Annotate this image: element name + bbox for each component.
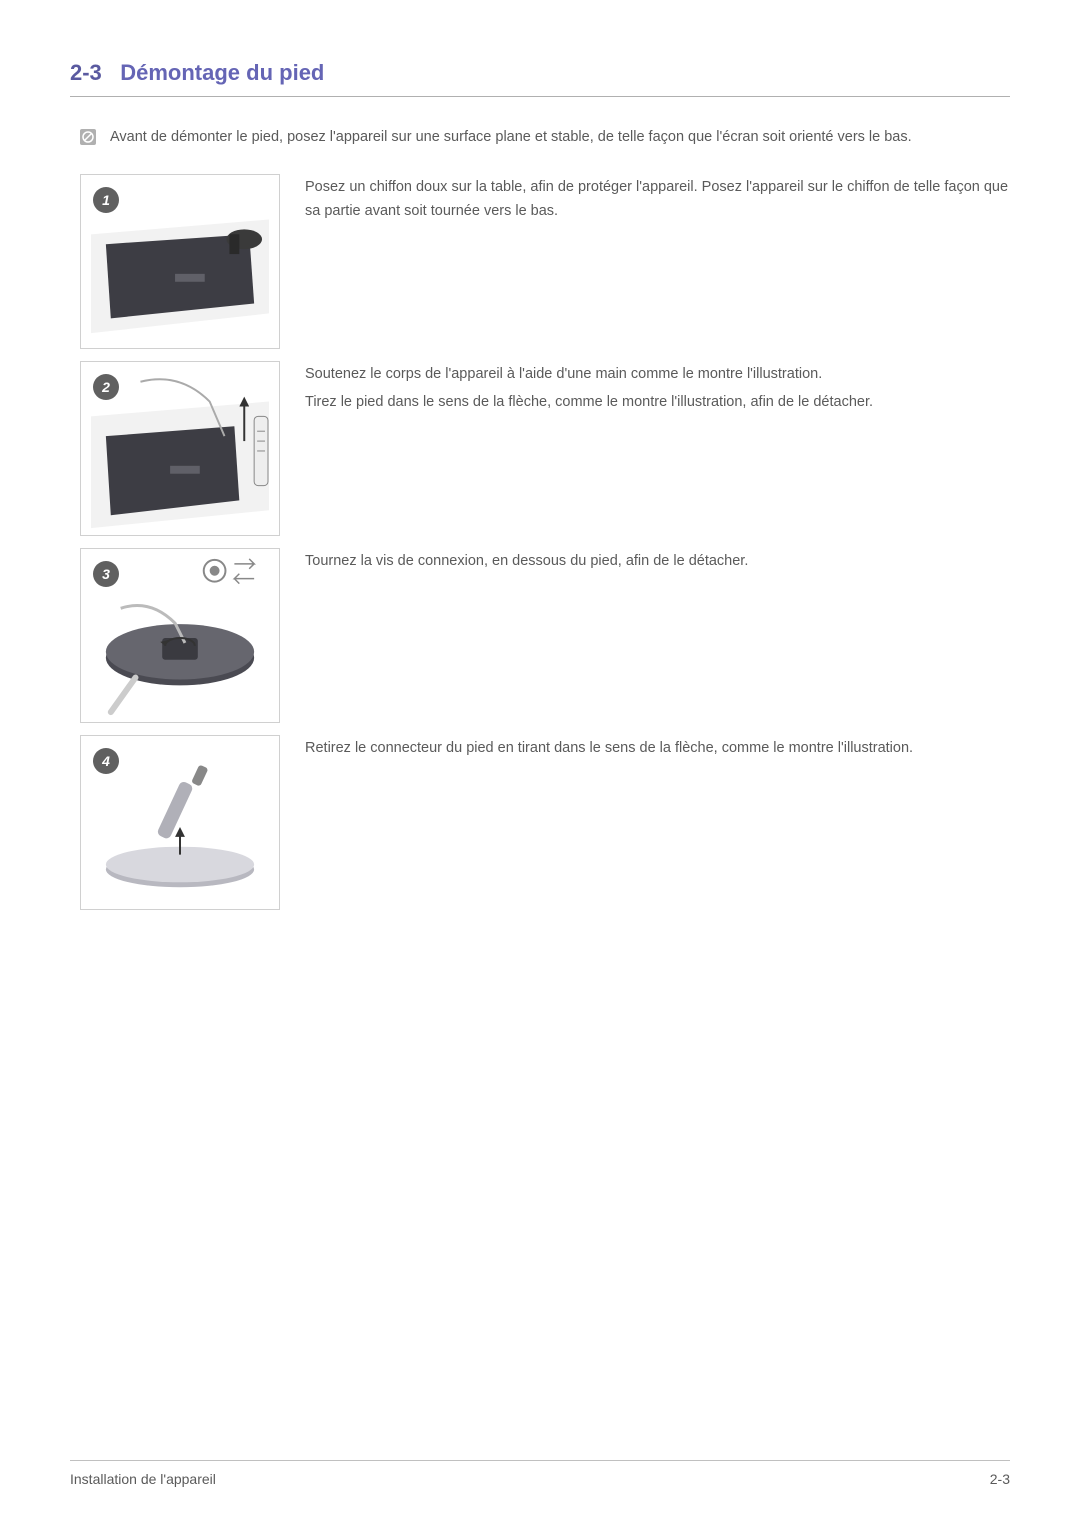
step-badge: 4 [93, 748, 119, 774]
step-badge: 1 [93, 187, 119, 213]
step-row: 4 Retirez le connecteur du pied en tiran… [70, 735, 1010, 910]
note-icon [80, 129, 96, 145]
step-text: Retirez le connecteur du pied en tirant … [305, 735, 913, 765]
step-illustration-3: 3 [80, 548, 280, 723]
step-line: Soutenez le corps de l'appareil à l'aide… [305, 363, 873, 387]
step-line: Retirez le connecteur du pied en tirant … [305, 737, 913, 761]
footer-right: 2-3 [990, 1471, 1010, 1487]
section-number: 2-3 [70, 60, 102, 85]
step-text: Posez un chiffon doux sur la table, afin… [305, 174, 1010, 228]
intro-note: Avant de démonter le pied, posez l'appar… [70, 127, 1010, 149]
step-text: Soutenez le corps de l'appareil à l'aide… [305, 361, 873, 419]
step-line: Posez un chiffon doux sur la table, afin… [305, 176, 1010, 224]
intro-text: Avant de démonter le pied, posez l'appar… [110, 127, 912, 149]
step-row: 1 Posez un chiffon doux sur la table, af… [70, 174, 1010, 349]
step-badge: 3 [93, 561, 119, 587]
step-line: Tirez le pied dans le sens de la flèche,… [305, 391, 873, 415]
step-text: Tournez la vis de connexion, en dessous … [305, 548, 748, 578]
step-line: Tournez la vis de connexion, en dessous … [305, 550, 748, 574]
step-illustration-4: 4 [80, 735, 280, 910]
step-row: 2 Soutenez le corps de l'appareil à l'ai… [70, 361, 1010, 536]
step-badge: 2 [93, 374, 119, 400]
step-illustration-1: 1 [80, 174, 280, 349]
step-illustration-2: 2 [80, 361, 280, 536]
footer-left: Installation de l'appareil [70, 1471, 216, 1487]
page-footer: Installation de l'appareil 2-3 [70, 1460, 1010, 1487]
step-row: 3 Tournez la vis de connexion, en dessou… [70, 548, 1010, 723]
section-heading: 2-3 Démontage du pied [70, 60, 1010, 97]
section-title: Démontage du pied [120, 60, 324, 85]
